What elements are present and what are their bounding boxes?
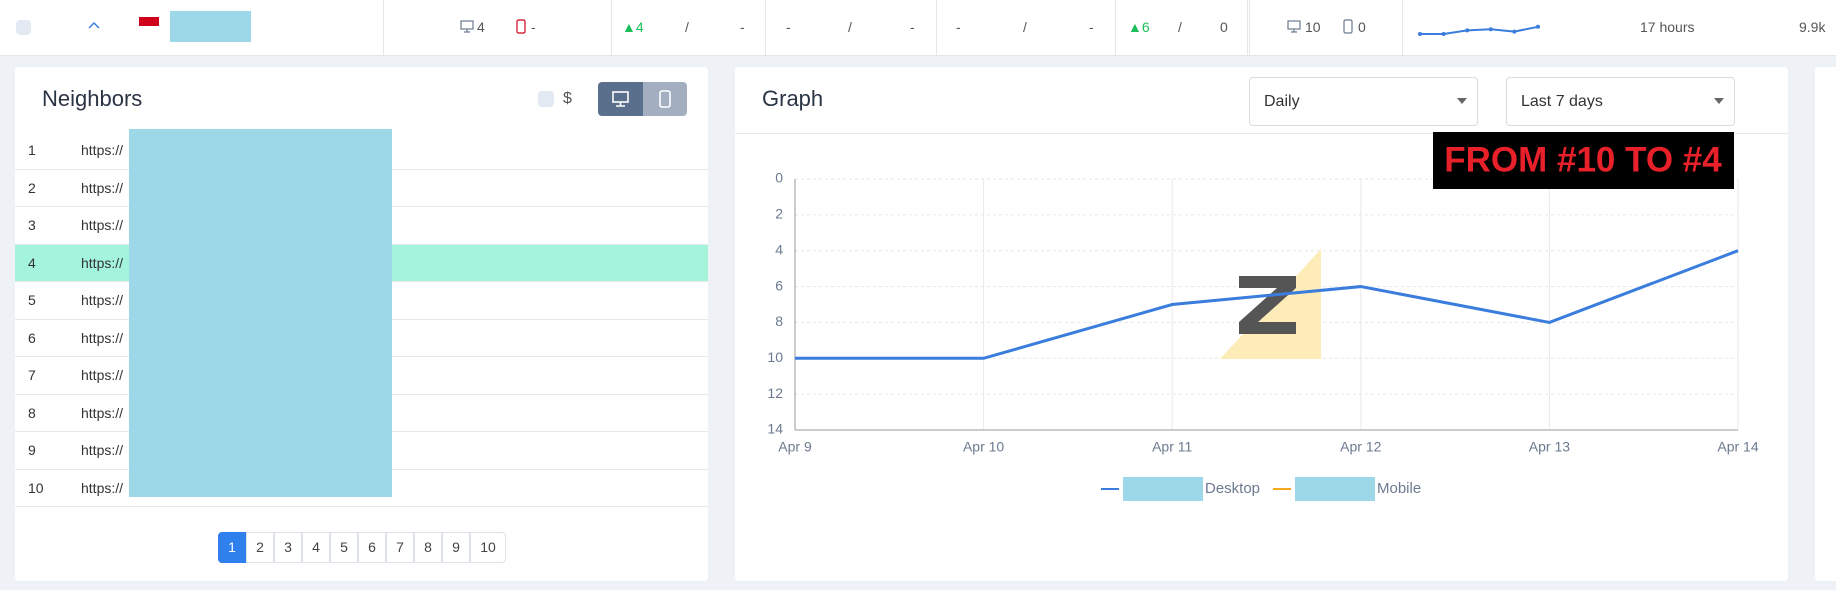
- url: https://: [81, 442, 124, 459]
- page-button[interactable]: 4: [302, 532, 330, 563]
- page-button[interactable]: 2: [246, 532, 274, 563]
- rank: 5: [28, 292, 36, 309]
- currency: $: [563, 90, 572, 107]
- checkbox[interactable]: [538, 91, 554, 107]
- caret[interactable]: [88, 20, 100, 30]
- url: https://: [81, 179, 124, 196]
- value: -: [740, 19, 745, 35]
- rank: 1: [28, 142, 36, 159]
- rank: 7: [28, 367, 36, 384]
- url: https://: [81, 329, 124, 346]
- divider: [765, 0, 766, 55]
- page-button[interactable]: 10: [470, 532, 506, 563]
- neighbors-panel: Neighbors $ 1 https:// 2 https:// 3 https:// 4…: [15, 67, 708, 581]
- graph-panel: Graph Daily Last 7 days: [735, 67, 1788, 581]
- mobile-total: 0: [1358, 19, 1366, 35]
- range-select[interactable]: Last 7 days: [1506, 77, 1735, 126]
- divider: [1115, 0, 1116, 55]
- page-button[interactable]: 8: [414, 532, 442, 563]
- separator: /: [1178, 19, 1182, 35]
- separator: /: [685, 19, 689, 35]
- sparkline-point: [1512, 29, 1517, 34]
- sparkline-point: [1441, 32, 1446, 36]
- page-button[interactable]: 9: [442, 532, 470, 563]
- rank: 3: [28, 217, 36, 234]
- desktop-toggle[interactable]: [598, 82, 643, 116]
- rank: 6: [28, 329, 36, 346]
- panel-title: Neighbors: [42, 86, 143, 111]
- url: https://: [81, 254, 124, 271]
- desktop-total: 10: [1305, 19, 1321, 35]
- value: -: [956, 19, 961, 35]
- divider: [735, 133, 1788, 134]
- rank: 4: [28, 254, 36, 271]
- desktop-count: 4: [477, 19, 485, 35]
- url: https://: [81, 404, 124, 421]
- page-button[interactable]: 6: [358, 532, 386, 563]
- sparkline-line: [1420, 25, 1539, 35]
- interval-select[interactable]: Daily: [1249, 77, 1478, 126]
- change: ▲6: [1128, 19, 1150, 35]
- divider: [611, 0, 612, 55]
- url: https://: [81, 479, 124, 496]
- desktop-icon: [460, 20, 474, 33]
- url: https://: [81, 217, 124, 234]
- separator: /: [1023, 19, 1027, 35]
- value: -: [786, 19, 791, 35]
- mobile-count: -: [531, 19, 536, 35]
- url: https://: [81, 142, 124, 159]
- separator: /: [848, 19, 852, 35]
- page-button[interactable]: 1: [218, 532, 246, 563]
- url: https://: [81, 292, 124, 309]
- desktop-icon: [1287, 20, 1301, 33]
- page-button[interactable]: 5: [330, 532, 358, 563]
- page-button[interactable]: 7: [386, 532, 414, 563]
- next-panel: [1815, 67, 1836, 581]
- sparkline-point: [1418, 32, 1422, 36]
- rank: 10: [28, 479, 44, 496]
- divider: [936, 0, 937, 55]
- mobile-toggle[interactable]: [643, 82, 687, 116]
- volume: 9.9k: [1799, 19, 1826, 35]
- panel-title: Graph: [762, 86, 824, 111]
- flag: [139, 17, 159, 26]
- sparkline: [1418, 24, 1540, 36]
- redacted: [170, 11, 251, 42]
- page-button[interactable]: 3: [274, 532, 302, 563]
- value: -: [910, 19, 915, 35]
- mobile-icon: [1343, 19, 1353, 34]
- sparkline-point: [1465, 28, 1470, 33]
- rank: 9: [28, 442, 36, 459]
- sparkline-point: [1536, 24, 1540, 29]
- select-text: Last 7 days: [1521, 93, 1603, 110]
- rank: 8: [28, 404, 36, 421]
- sparkline-point: [1488, 27, 1493, 32]
- divider: [1247, 0, 1248, 55]
- value: -: [1089, 19, 1094, 35]
- top-row: 4 - ▲4 / - - / - - / - ▲6 / 0 10 0 17 ho…: [0, 0, 1836, 56]
- checkbox[interactable]: [16, 20, 31, 35]
- updated: 17 hours: [1640, 19, 1695, 35]
- select-text: Daily: [1264, 93, 1300, 110]
- divider: [1402, 0, 1403, 55]
- divider: [383, 0, 384, 55]
- rank: 2: [28, 179, 36, 196]
- value: 0: [1220, 19, 1228, 35]
- url: https://: [81, 367, 124, 384]
- mobile-icon: [516, 19, 526, 34]
- change: ▲4: [622, 19, 644, 35]
- redacted: [129, 129, 392, 497]
- divider: [1249, 0, 1250, 55]
